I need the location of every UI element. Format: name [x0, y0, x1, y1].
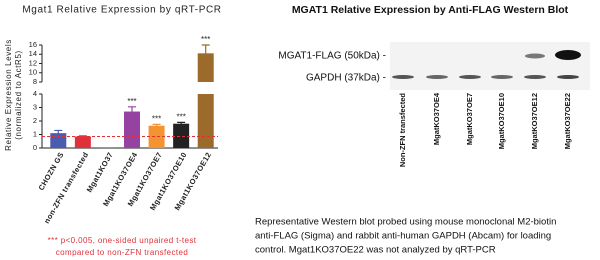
- bar: [148, 125, 165, 148]
- blot-band: [491, 75, 513, 79]
- footnote: *** p<0.005, one-sided unpaired t-test: [48, 236, 197, 245]
- bar: [197, 53, 214, 82]
- footnote: compared to non-ZFN transfected: [56, 248, 188, 257]
- blot-row-label: GAPDH (37kDa) -: [306, 73, 386, 84]
- blot-membrane: [390, 42, 590, 90]
- y-tick-label: 1: [33, 129, 37, 138]
- blot-title: MGAT1 Relative Expression by Anti-FLAG W…: [292, 4, 569, 16]
- error-bar: [201, 44, 210, 62]
- blot-lane-label: Non-ZFN transfected: [398, 93, 407, 168]
- bar: [173, 123, 190, 148]
- blot-lane-label: MgatKO37OE4: [432, 92, 441, 145]
- blot-lane-label: MgatKO37OE7: [465, 93, 474, 145]
- blot-band: [392, 75, 414, 79]
- blot-lane-label: MgatKO37OE12: [530, 93, 539, 149]
- blot-caption: anti-FLAG (Sigma) and rabbit anti-human …: [255, 231, 551, 242]
- y-tick-label: 16: [29, 40, 37, 49]
- y-tick-label: 0: [33, 143, 37, 152]
- y-tick-label: 3: [33, 102, 37, 111]
- y-axis-label: Relative Expression Levels: [4, 39, 13, 151]
- blot-band: [459, 75, 481, 79]
- blot-lane-label: MgatKO37OE10: [497, 93, 506, 149]
- y-tick-label: 10: [29, 68, 37, 77]
- significance-label: ***: [127, 97, 136, 106]
- blot-image: [390, 42, 590, 90]
- blot-caption: Representative Western blot probed using…: [255, 217, 556, 228]
- bar: [197, 94, 214, 148]
- y-tick-label: 14: [29, 49, 37, 58]
- blot-band: [524, 75, 546, 79]
- error-bar: [177, 121, 186, 126]
- blot-caption: control. Mgat1KO37OE22 was not analyzed …: [255, 245, 496, 256]
- x-tick-label: non-ZFN transfected: [42, 150, 90, 225]
- error-bar: [152, 123, 161, 128]
- blot-lane-label: MgatKO37OE22: [563, 93, 572, 149]
- significance-label: ***: [176, 112, 185, 121]
- y-tick-label: 2: [33, 116, 37, 125]
- blot-band: [525, 53, 545, 59]
- bar: [74, 136, 91, 148]
- significance-label: ***: [152, 114, 161, 123]
- blot-band: [555, 50, 581, 60]
- significance-label: ***: [201, 35, 210, 44]
- chart-title: Mgat1 Relative Expression by qRT-PCR: [22, 5, 221, 16]
- error-bar: [128, 106, 136, 117]
- blot-band: [426, 75, 448, 79]
- y-tick-label: 12: [29, 58, 37, 67]
- error-bar: [54, 129, 63, 136]
- bar: [124, 111, 140, 148]
- blot-band: [557, 75, 579, 79]
- y-tick-label: 4: [33, 89, 37, 98]
- blot-row-label: MGAT1-FLAG (50kDa) -: [278, 51, 386, 62]
- y-axis-label: (normalized to ActR5): [14, 50, 23, 140]
- y-tick-label: 8: [33, 77, 37, 86]
